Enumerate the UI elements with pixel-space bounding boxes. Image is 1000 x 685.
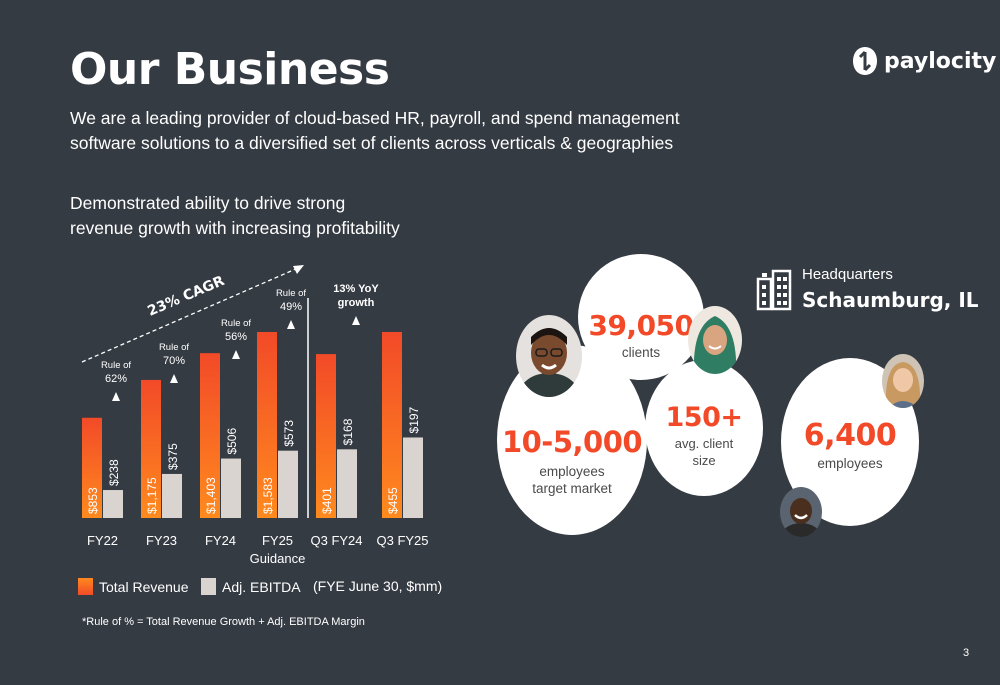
rule-of-value: 62%: [105, 373, 127, 385]
rule-of-label: 13% YoY: [333, 283, 379, 295]
growth-text: Demonstrated ability to drive strong rev…: [70, 191, 710, 241]
category-label: Q3 FY24: [310, 533, 362, 548]
cagr-arrowhead-icon: [293, 265, 304, 274]
avg-client-label-2: size: [692, 453, 716, 468]
avg-client-bubble: 150+ avg. client size: [645, 360, 763, 496]
legend-ebitda-label: Adj. EBITDA: [222, 578, 301, 595]
rule-of-value: 70%: [163, 355, 185, 367]
hq-city: Schaumburg, IL: [802, 288, 979, 312]
revenue-value-label: $853: [86, 487, 100, 514]
revenue-value-label: $401: [320, 487, 334, 514]
employees-label: employees: [817, 456, 883, 471]
category-label: Guidance: [250, 551, 306, 566]
legend-revenue: Total Revenue: [78, 578, 189, 595]
clients-value: 39,050: [588, 309, 694, 342]
clients-bubble: 39,050 clients: [578, 254, 704, 380]
person-portrait-1: [519, 328, 579, 397]
intro-line-2: software solutions to a diversified set …: [70, 133, 674, 153]
rule-of-arrow-icon: [352, 316, 360, 325]
revenue-value-label: $1,403: [204, 477, 218, 514]
person-avatar-3: [882, 354, 924, 408]
person-portrait-4: [781, 498, 821, 537]
revenue-value-label: $1,583: [261, 477, 275, 514]
category-label: FY25: [262, 533, 293, 548]
ebitda-bar: [103, 490, 123, 518]
legend-revenue-label: Total Revenue: [99, 578, 189, 595]
ebitda-value-label: $238: [107, 459, 121, 486]
cagr-label: 23% CAGR: [145, 273, 227, 320]
ebitda-bar: [337, 449, 357, 518]
rule-of-arrow-icon: [287, 320, 295, 329]
legend-ebitda: Adj. EBITDA: [201, 578, 301, 595]
growth-line-2: revenue growth with increasing profitabi…: [70, 218, 400, 238]
person-avatar-2: [688, 306, 742, 374]
footnote: *Rule of % = Total Revenue Growth + Adj.…: [82, 616, 365, 628]
revenue-ebitda-chart: $853 $238 FY22 $1,175 $375 FY23 $1,403 $506 FY24…: [81, 265, 429, 566]
revenue-bar: [82, 417, 102, 518]
ebitda-value-label: $197: [407, 406, 421, 433]
rule-of-value: 56%: [225, 331, 247, 343]
page-number: 3: [963, 647, 970, 659]
rule-of-value: growth: [338, 297, 375, 309]
hq-label: Headquarters: [802, 266, 893, 283]
revenue-value-label: $1,175: [145, 477, 159, 514]
category-label: FY22: [87, 533, 118, 548]
rule-of-arrow-icon: [170, 374, 178, 383]
revenue-value-label: $455: [386, 487, 400, 514]
category-label: FY24: [205, 533, 236, 548]
ebitda-value-label: $375: [166, 443, 180, 470]
page-title: Our Business: [70, 44, 390, 95]
ebitda-bar: [278, 450, 298, 518]
target-market-value: 10-5,000: [501, 425, 643, 459]
units-note: (FYE June 30, $mm): [313, 578, 443, 594]
revenue-bar: [316, 354, 336, 518]
paylocity-logo: paylocity: [852, 46, 996, 76]
category-label: Q3 FY25: [376, 533, 428, 548]
person-avatar-1: [516, 315, 582, 397]
ebitda-bar: [221, 458, 241, 518]
intro-line-1: We are a leading provider of cloud-based…: [70, 108, 680, 128]
rule-of-label: Rule of: [221, 318, 251, 329]
revenue-bar: [141, 379, 161, 518]
revenue-bar: [257, 332, 277, 518]
target-market-label-2: target market: [532, 481, 612, 496]
rule-of-label: Rule of: [101, 360, 131, 371]
cagr-arrow-line: [81, 267, 299, 363]
ebitda-bar: [403, 437, 423, 518]
rule-of-label: Rule of: [276, 288, 306, 299]
revenue-bar: [200, 353, 220, 518]
avg-client-label-1: avg. client: [674, 436, 734, 451]
logo-text: paylocity: [884, 48, 997, 74]
legend-revenue-swatch: [78, 578, 93, 595]
rule-of-value: 49%: [280, 301, 302, 313]
person-avatar-4: [780, 487, 822, 537]
building-icon: [756, 269, 792, 311]
ebitda-value-label: $573: [282, 420, 296, 447]
clients-label: clients: [621, 345, 661, 360]
person-portrait-3: [885, 362, 921, 408]
rule-of-label: Rule of: [159, 342, 189, 353]
employees-value: 6,400: [803, 418, 897, 453]
target-market-label-1: employees: [539, 464, 605, 479]
revenue-bar: [382, 332, 402, 518]
avg-client-value: 150+: [665, 402, 743, 433]
rule-of-arrow-icon: [232, 350, 240, 359]
ebitda-bar: [162, 473, 182, 518]
intro-text: We are a leading provider of cloud-based…: [70, 106, 710, 156]
growth-line-1: Demonstrated ability to drive strong: [70, 193, 346, 213]
person-portrait-2: [693, 316, 737, 374]
ebitda-value-label: $168: [341, 418, 355, 445]
legend-ebitda-swatch: [201, 578, 216, 595]
rule-of-arrow-icon: [112, 392, 120, 401]
ebitda-value-label: $506: [225, 428, 239, 455]
category-label: FY23: [146, 533, 177, 548]
paylocity-logo-icon: [853, 47, 877, 75]
